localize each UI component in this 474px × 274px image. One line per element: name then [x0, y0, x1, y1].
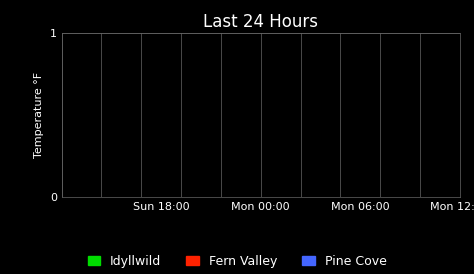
Y-axis label: Temperature °F: Temperature °F [34, 72, 44, 158]
Title: Last 24 Hours: Last 24 Hours [203, 13, 318, 31]
Legend: Idyllwild, Fern Valley, Pine Cove: Idyllwild, Fern Valley, Pine Cove [88, 255, 386, 268]
